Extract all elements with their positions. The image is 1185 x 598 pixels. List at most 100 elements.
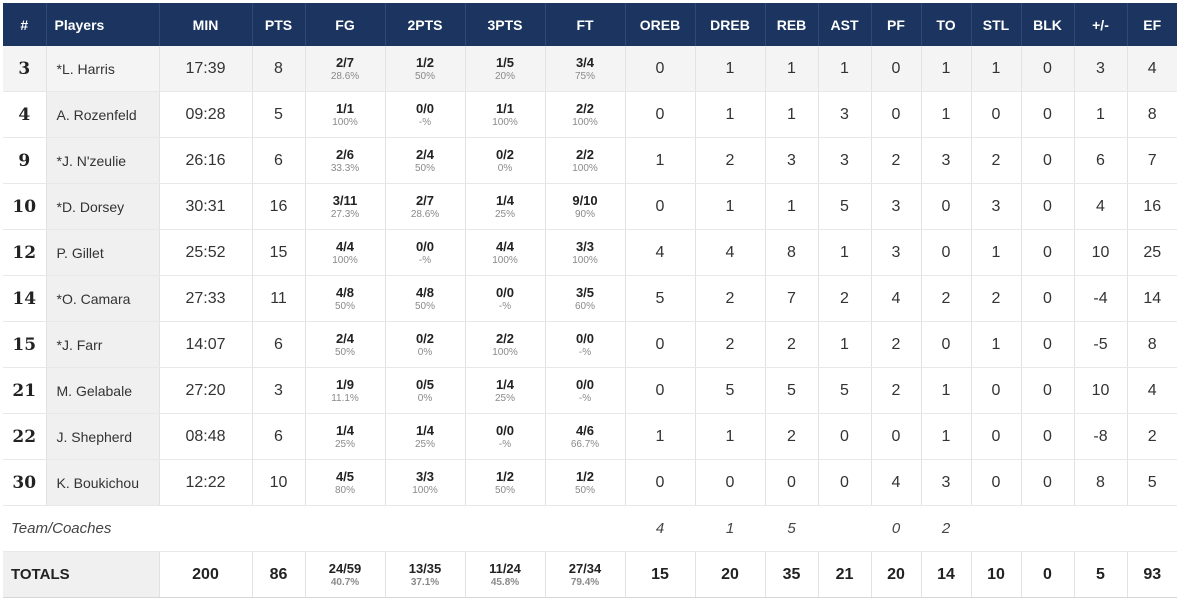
two-pointers-cell: 1/2 50% xyxy=(385,46,466,92)
defensive-rebounds-cell: 5 xyxy=(695,367,766,414)
offensive-rebounds-cell: 0 xyxy=(625,183,696,230)
total-three-pointers-percentage: 45.8% xyxy=(490,576,520,588)
two-pointers-cell-percentage: 25% xyxy=(414,438,435,450)
free-throws-cell: 3/5 60% xyxy=(545,275,626,322)
two-pointers-cell: 0/2 0% xyxy=(385,321,466,368)
free-throws-cell-made-attempted: 3/5 xyxy=(575,284,595,300)
turnovers-cell: 0 xyxy=(921,229,972,276)
player-name[interactable]: *J. Farr xyxy=(46,321,160,368)
rebounds-cell: 5 xyxy=(765,367,819,414)
header-row: # Players MIN PTS FG 2PTS 3PTS FT OREB DREB REB AST… xyxy=(3,3,1177,46)
total-turnovers: 14 xyxy=(921,551,972,598)
three-pointers-cell-percentage: 25% xyxy=(494,208,515,220)
column-header-players[interactable]: Players xyxy=(46,3,160,46)
three-pointers-cell: 0/0 -% xyxy=(465,413,546,460)
column-header-free-throws[interactable]: FT xyxy=(545,3,626,46)
three-pointers-cell-percentage: 25% xyxy=(494,392,515,404)
plus-minus-cell: 1 xyxy=(1074,91,1128,138)
assists-cell: 1 xyxy=(818,46,872,92)
three-pointers-cell-percentage: 100% xyxy=(492,254,518,266)
blocks-cell: 0 xyxy=(1021,91,1075,138)
player-name[interactable]: P. Gillet xyxy=(46,229,160,276)
total-field-goals-percentage: 40.7% xyxy=(330,576,360,588)
three-pointers-cell: 2/2 100% xyxy=(465,321,546,368)
column-header-two-pointers[interactable]: 2PTS xyxy=(385,3,466,46)
points-cell: 6 xyxy=(252,413,306,460)
player-name[interactable]: *J. N'zeulie xyxy=(46,137,160,184)
offensive-rebounds-cell: 5 xyxy=(625,275,696,322)
column-header-turnovers[interactable]: TO xyxy=(921,3,972,46)
column-header-plus-minus[interactable]: +/- xyxy=(1074,3,1128,46)
column-header-field-goals[interactable]: FG xyxy=(305,3,386,46)
field-goals-cell-percentage: 50% xyxy=(334,300,355,312)
three-pointers-cell: 1/5 20% xyxy=(465,46,546,92)
player-row: 21 M. Gelabale 27:20 3 1/9 11.1% 0/5 0% 1/4 25% 0/… xyxy=(3,367,1177,414)
free-throws-cell: 1/2 50% xyxy=(545,459,626,506)
points-cell: 16 xyxy=(252,183,306,230)
totals-label: TOTALS xyxy=(3,551,160,598)
player-name[interactable]: *D. Dorsey xyxy=(46,183,160,230)
player-name[interactable]: K. Boukichou xyxy=(46,459,160,506)
efficiency-cell: 8 xyxy=(1127,321,1177,368)
player-name[interactable]: A. Rozenfeld xyxy=(46,91,160,138)
player-name[interactable]: J. Shepherd xyxy=(46,413,160,460)
field-goals-cell-made-attempted: 1/1 xyxy=(335,100,355,116)
column-header-blocks[interactable]: BLK xyxy=(1021,3,1075,46)
turnovers-cell: 2 xyxy=(921,275,972,322)
assists-cell: 5 xyxy=(818,367,872,414)
free-throws-cell-percentage: -% xyxy=(578,392,592,404)
column-header-three-pointers[interactable]: 3PTS xyxy=(465,3,546,46)
assists-cell: 0 xyxy=(818,459,872,506)
three-pointers-cell-percentage: 0% xyxy=(497,162,513,174)
player-name[interactable]: *L. Harris xyxy=(46,46,160,92)
player-row: 22 J. Shepherd 08:48 6 1/4 25% 1/4 25% 0/0 -% 4/6 6… xyxy=(3,413,1177,460)
two-pointers-cell-made-attempted: 1/4 xyxy=(415,422,435,438)
free-throws-cell: 3/3 100% xyxy=(545,229,626,276)
column-header-points[interactable]: PTS xyxy=(252,3,306,46)
free-throws-cell-made-attempted: 9/10 xyxy=(572,192,598,208)
player-name[interactable]: *O. Camara xyxy=(46,275,160,322)
minutes-cell: 08:48 xyxy=(159,413,253,460)
two-pointers-cell-percentage: 0% xyxy=(417,346,433,358)
field-goals-cell: 2/4 50% xyxy=(305,321,386,368)
total-offensive-rebounds: 15 xyxy=(625,551,696,598)
free-throws-cell-percentage: 50% xyxy=(574,484,595,496)
defensive-rebounds-cell: 2 xyxy=(695,137,766,184)
column-header-offensive-rebounds[interactable]: OREB xyxy=(625,3,696,46)
plus-minus-cell: 3 xyxy=(1074,46,1128,92)
personal-fouls-cell: 3 xyxy=(871,183,922,230)
column-header-number[interactable]: # xyxy=(3,3,47,46)
blocks-cell: 0 xyxy=(1021,137,1075,184)
minutes-cell: 27:33 xyxy=(159,275,253,322)
team-empty-cell xyxy=(1074,505,1127,552)
two-pointers-cell-percentage: 0% xyxy=(417,392,433,404)
column-header-steals[interactable]: STL xyxy=(971,3,1022,46)
column-header-rebounds[interactable]: REB xyxy=(765,3,819,46)
team-empty-cell xyxy=(1021,505,1074,552)
two-pointers-cell-percentage: -% xyxy=(418,116,432,128)
assists-cell: 5 xyxy=(818,183,872,230)
two-pointers-cell-made-attempted: 0/0 xyxy=(415,238,435,254)
column-header-defensive-rebounds[interactable]: DREB xyxy=(695,3,766,46)
free-throws-cell-percentage: 75% xyxy=(574,70,595,82)
offensive-rebounds-cell: 0 xyxy=(625,91,696,138)
column-header-efficiency[interactable]: EF xyxy=(1127,3,1177,46)
blocks-cell: 0 xyxy=(1021,183,1075,230)
column-header-minutes[interactable]: MIN xyxy=(159,3,253,46)
team-coaches-label: Team/Coaches xyxy=(3,505,625,552)
field-goals-cell-percentage: 27.3% xyxy=(330,208,360,220)
rebounds-cell: 2 xyxy=(765,413,819,460)
points-cell: 8 xyxy=(252,46,306,92)
free-throws-cell-made-attempted: 0/0 xyxy=(575,330,595,346)
player-row: 3 *L. Harris 17:39 8 2/7 28.6% 1/2 50% 1/5 20% 3/4… xyxy=(3,46,1177,92)
free-throws-cell-percentage: 100% xyxy=(572,162,598,174)
column-header-personal-fouls[interactable]: PF xyxy=(871,3,922,46)
rebounds-cell: 2 xyxy=(765,321,819,368)
points-cell: 6 xyxy=(252,321,306,368)
steals-cell: 2 xyxy=(971,137,1022,184)
rebounds-cell: 1 xyxy=(765,183,819,230)
column-header-assists[interactable]: AST xyxy=(818,3,872,46)
two-pointers-cell-made-attempted: 4/8 xyxy=(415,284,435,300)
player-name[interactable]: M. Gelabale xyxy=(46,367,160,414)
steals-cell: 2 xyxy=(971,275,1022,322)
